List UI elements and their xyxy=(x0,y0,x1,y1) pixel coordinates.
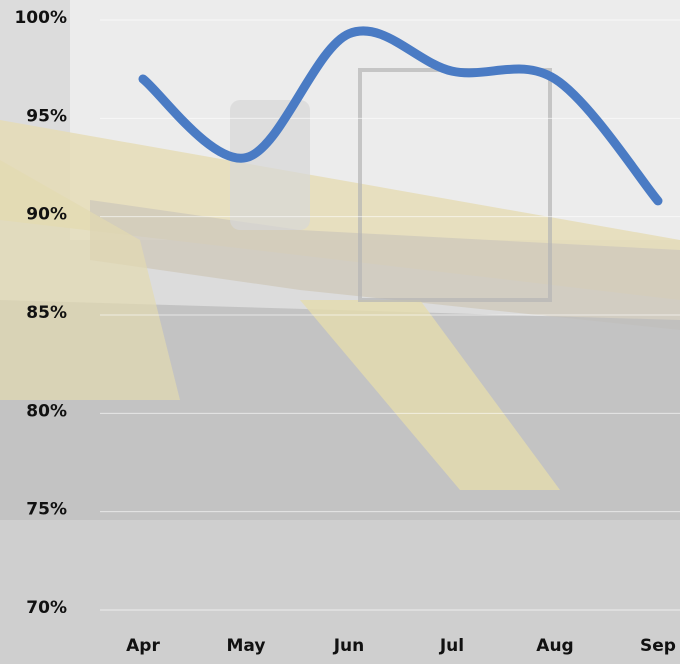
y-tick-label: 70% xyxy=(26,598,67,618)
x-tick-label: Sep xyxy=(640,636,676,656)
x-tick-label: Apr xyxy=(126,636,160,656)
y-tick-label: 85% xyxy=(26,303,67,323)
x-tick-label: Aug xyxy=(536,636,573,656)
x-tick-label: Jul xyxy=(439,636,464,656)
y-tick-label: 90% xyxy=(26,205,67,225)
x-tick-label: May xyxy=(227,636,266,656)
x-tick-label: Jun xyxy=(333,636,365,656)
y-tick-label: 100% xyxy=(14,8,67,28)
y-tick-label: 95% xyxy=(26,106,67,126)
y-tick-label: 75% xyxy=(26,500,67,520)
y-tick-label: 80% xyxy=(26,401,67,421)
data-line xyxy=(138,26,663,206)
